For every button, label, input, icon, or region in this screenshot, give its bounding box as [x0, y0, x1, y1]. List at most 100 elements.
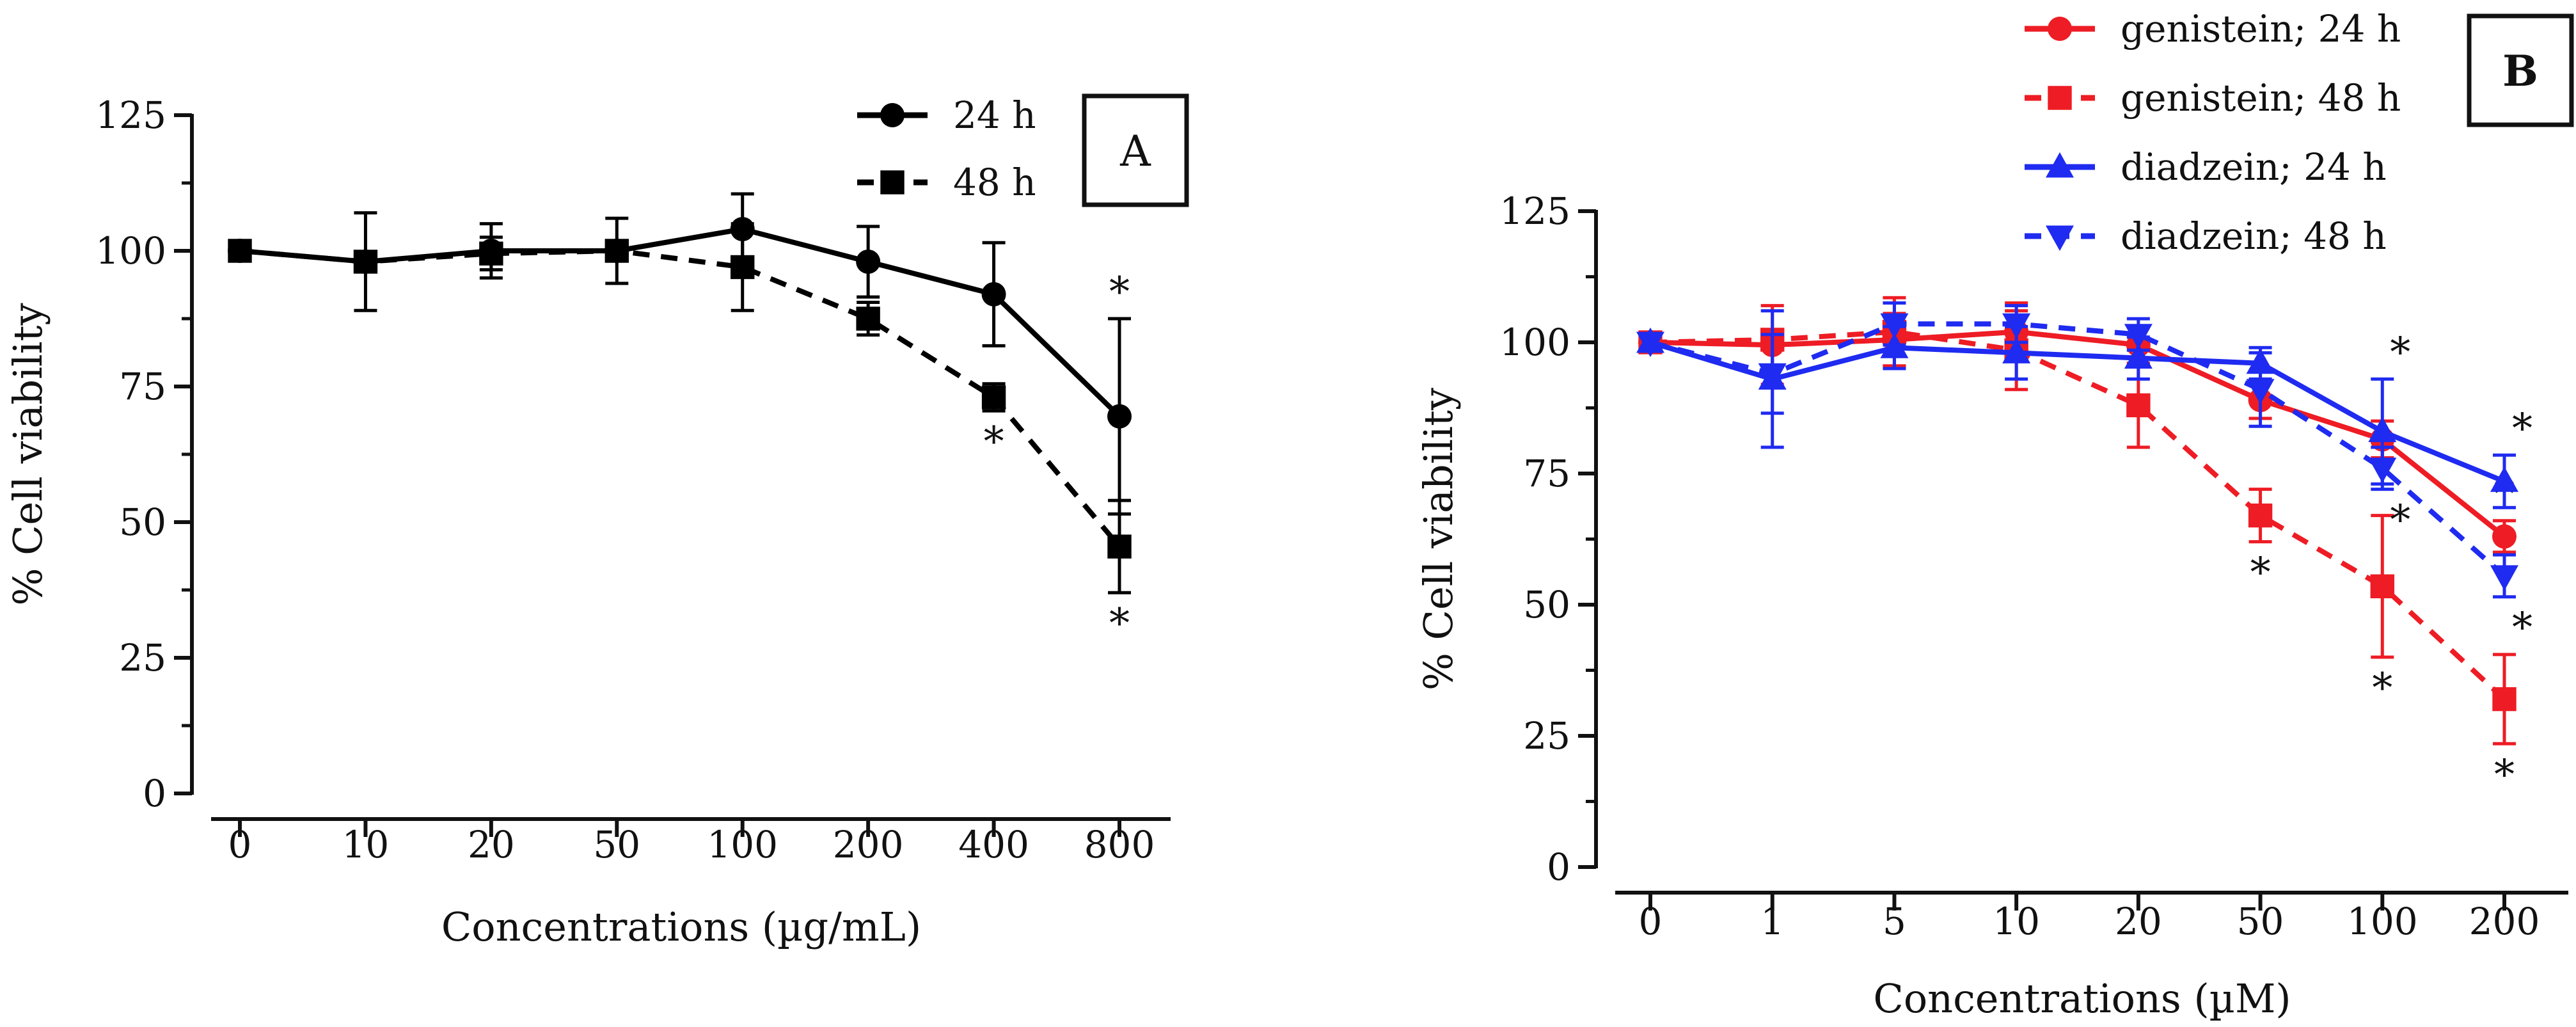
- x-tick-label: 10: [1993, 900, 2040, 943]
- significance-mark: *: [2390, 329, 2410, 376]
- series-24-h: *: [228, 192, 1132, 516]
- x-tick-label: 400: [958, 823, 1029, 866]
- x-tick-label: 20: [2115, 900, 2162, 943]
- x-tick-label: 0: [1639, 900, 1663, 943]
- legend-entry: diadzein; 48 h: [2025, 214, 2387, 258]
- data-point-marker: [479, 241, 503, 266]
- data-point-marker: [2124, 324, 2153, 349]
- y-tick-label: 25: [1523, 714, 1570, 758]
- y-tick-label: 25: [119, 636, 166, 680]
- data-point-marker: [2046, 152, 2074, 178]
- x-tick-label: 10: [342, 823, 390, 866]
- data-point-marker: [1107, 534, 1132, 559]
- y-tick-label: 125: [1499, 189, 1570, 233]
- panel-b-chart: 0 25 50 75 100 125 0 1 5 10 20 50 100 200 Concentratio…: [1415, 7, 2574, 1022]
- significance-mark: *: [984, 418, 1004, 466]
- data-point-marker: [981, 282, 1006, 307]
- data-point-marker: [2126, 393, 2151, 418]
- data-point-marker: [981, 385, 1006, 410]
- y-tick-label: 50: [119, 500, 166, 544]
- x-tick-label: 50: [593, 823, 640, 866]
- data-point-marker: [731, 255, 755, 280]
- x-tick-label: 800: [1084, 823, 1155, 866]
- data-point-marker: [1758, 363, 1787, 389]
- y-axis-title: % Cell viability: [1415, 388, 1462, 690]
- data-point-marker: [880, 103, 905, 127]
- x-tick-label: 1: [1760, 900, 1784, 943]
- data-point-marker: [1107, 404, 1132, 429]
- data-point-marker: [1880, 313, 1909, 339]
- data-point-marker: [880, 170, 905, 195]
- data-point-marker: [2046, 225, 2074, 251]
- y-tick-label: 75: [119, 365, 166, 408]
- data-point-marker: [2492, 687, 2517, 712]
- significance-mark: *: [2494, 751, 2515, 799]
- data-point-marker: [2048, 17, 2072, 41]
- series-diadzein-48-h: **: [1636, 301, 2533, 652]
- series-48-h: **: [228, 222, 1132, 648]
- legend-label: 24 h: [953, 93, 1036, 137]
- x-axis-title: Concentrations (µg/mL): [441, 904, 921, 950]
- legend-entry: 24 h: [857, 93, 1036, 137]
- legend-entry: genistein; 48 h: [2025, 76, 2401, 120]
- data-point-marker: [856, 307, 880, 331]
- panel-letter-box: [1082, 93, 1189, 207]
- legend-label: diadzein; 48 h: [2121, 214, 2387, 258]
- data-point-marker: [604, 239, 629, 263]
- panel-a-chart: 0 25 50 75 100 125 0 10 20 50 100 200 400 800 Concentr…: [4, 93, 1189, 950]
- data-point-marker: [2124, 343, 2153, 369]
- y-tick-label: 0: [143, 772, 166, 815]
- significance-mark: *: [2372, 665, 2392, 712]
- series-line: [1649, 340, 2506, 484]
- significance-mark: *: [1109, 600, 1130, 648]
- x-tick-label: 0: [228, 823, 252, 866]
- legend-label: 48 h: [953, 161, 1036, 204]
- series-line: [1650, 329, 2506, 539]
- data-point-marker: [2248, 503, 2273, 528]
- series-diadzein-24-h: **: [1636, 309, 2533, 509]
- data-point-marker: [2002, 338, 2031, 363]
- y-tick-label: 75: [1523, 452, 1570, 495]
- series-line: [1650, 329, 2506, 701]
- x-tick-label: 100: [707, 823, 778, 866]
- data-point-marker: [2002, 313, 2031, 339]
- x-tick-label: 100: [2347, 900, 2418, 943]
- legend-entry: genistein; 24 h: [2025, 7, 2401, 51]
- series-line: [239, 248, 1122, 548]
- significance-mark: *: [2512, 405, 2533, 452]
- data-point-marker: [2490, 466, 2518, 492]
- data-point-marker: [353, 250, 378, 274]
- legend-entry: diadzein; 24 h: [2025, 145, 2387, 189]
- significance-mark: *: [1109, 269, 1130, 316]
- data-point-marker: [2368, 417, 2397, 442]
- x-tick-label: 5: [1883, 900, 1906, 943]
- y-tick-label: 125: [95, 93, 166, 137]
- data-point-marker: [2368, 458, 2397, 483]
- y-tick-label: 100: [1499, 321, 1570, 364]
- panel-letter: A: [1119, 127, 1151, 176]
- legend-label: diadzein; 24 h: [2121, 145, 2387, 189]
- x-axis-title: Concentrations (µM): [1873, 975, 2291, 1022]
- x-tick-label: 20: [468, 823, 515, 866]
- significance-mark: *: [2390, 497, 2410, 545]
- y-tick-label: 100: [95, 229, 166, 273]
- data-point-marker: [228, 239, 252, 263]
- x-tick-label: 200: [833, 823, 904, 866]
- data-point-marker: [856, 249, 881, 274]
- x-tick-label: 200: [2469, 900, 2540, 943]
- legend-label: genistein; 48 h: [2121, 76, 2401, 120]
- data-point-marker: [2048, 86, 2072, 110]
- data-point-marker: [2246, 379, 2275, 404]
- y-axis-title: % Cell viability: [4, 303, 51, 605]
- y-tick-label: 0: [1547, 845, 1570, 889]
- legend-label: genistein; 24 h: [2121, 7, 2401, 51]
- panel-letter-box: [2467, 13, 2574, 127]
- y-tick-label: 50: [1523, 583, 1570, 626]
- series-line: [1650, 321, 2506, 578]
- data-point-marker: [2490, 565, 2518, 591]
- data-point-marker: [1636, 331, 1664, 358]
- significance-mark: *: [2512, 605, 2533, 652]
- data-point-marker: [2492, 524, 2517, 549]
- significance-mark: *: [2250, 550, 2271, 597]
